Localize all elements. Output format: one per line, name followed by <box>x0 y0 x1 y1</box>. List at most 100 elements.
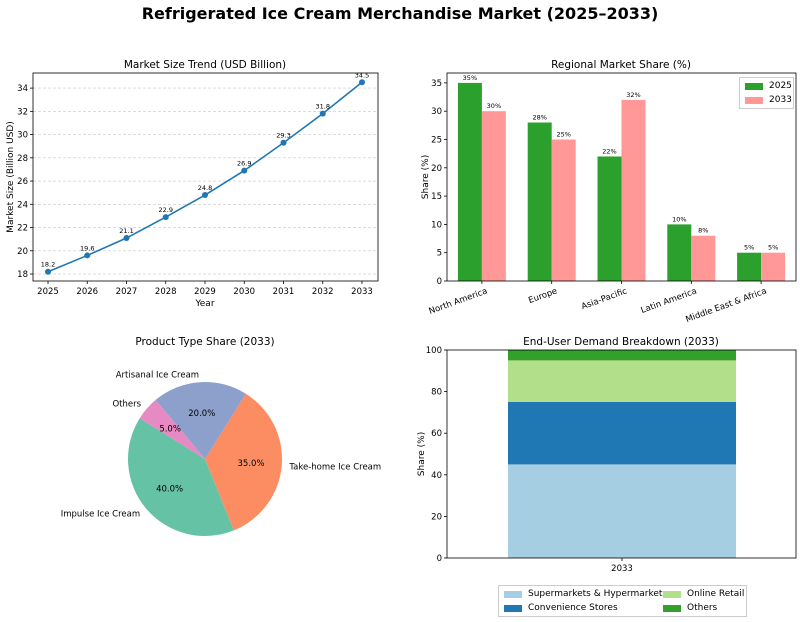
legend-label-others: Others <box>687 603 718 613</box>
pie-slice <box>205 393 282 531</box>
line-chart-y-label: Market Size (Billion USD) <box>6 121 16 233</box>
line-chart-x-ticks: 2025 2026 2027 2028 2029 2030 2031 2032 2033 <box>37 281 373 297</box>
legend-swatch-2025 <box>745 82 763 90</box>
line-chart-y-tick-label: 34 <box>17 84 28 94</box>
bar-chart-y-tick-label: 25 <box>431 136 442 146</box>
bar-value-label: 5% <box>768 244 778 252</box>
line-chart-points <box>45 79 365 275</box>
line-chart-x-tick-label: 2027 <box>116 287 138 297</box>
data-point-label: 21.1 <box>119 227 133 235</box>
bar-chart-y-tick-label: 20 <box>431 164 442 174</box>
bar-chart-legend: 2025 2033 <box>739 77 794 109</box>
bar-chart-y-tick-label: 30 <box>431 107 442 117</box>
bar-chart-x-ticks: North America Europe Asia-Pacific Latin Ame… <box>428 281 768 325</box>
pie-chart-slices <box>128 381 282 536</box>
line-chart-x-tick-label: 2033 <box>351 287 373 297</box>
line-chart-x-label: Year <box>194 299 214 309</box>
stacked-segment <box>508 360 736 402</box>
data-point <box>319 110 326 117</box>
stacked-bar-chart-end-user: End-User Demand Breakdown (2033) 0 20 40 60… <box>417 336 797 574</box>
bar-chart-bars <box>457 82 786 282</box>
bar-value-label: 5% <box>744 244 754 252</box>
bar-chart-y-tick-label: 10 <box>431 220 442 230</box>
figure-title: Refrigerated Ice Cream Merchandise Marke… <box>141 4 659 23</box>
stacked-segment <box>508 402 736 465</box>
data-point-label: 18.2 <box>41 261 55 269</box>
data-point <box>359 79 365 86</box>
line-chart-frame <box>32 72 379 282</box>
bar-2025 <box>457 82 482 282</box>
bar-value-label: 25% <box>556 131 570 139</box>
pie-slice-percent: 5.0% <box>159 425 181 435</box>
pie-slice <box>139 400 205 459</box>
stacked-chart-y-tick-label: 40 <box>431 471 442 481</box>
legend-item-supermarkets: Supermarkets & Hypermarkets <box>504 589 667 599</box>
line-chart-x-tick-label: 2026 <box>76 287 98 297</box>
data-point-label: 29.3 <box>276 132 290 140</box>
legend-item-2025: 2025 <box>745 81 792 91</box>
legend-item-others: Others <box>663 603 717 613</box>
data-point-label: 19.6 <box>80 244 94 252</box>
pie-slice-label: Artisanal Ice Cream <box>116 371 199 381</box>
bar-value-label: 30% <box>487 102 501 110</box>
legend-label-convenience: Convenience Stores <box>528 603 618 613</box>
data-point <box>162 214 169 221</box>
bar-value-label: 22% <box>602 147 616 155</box>
bar-chart-y-tick-label: 5 <box>437 249 442 259</box>
line-chart-y-tick-label: 22 <box>17 224 28 234</box>
legend-swatch-others <box>663 604 681 612</box>
market-size-line <box>47 81 363 273</box>
bar-chart-y-tick-label: 0 <box>437 277 442 287</box>
pie-slice-percent: 20.0% <box>188 409 215 419</box>
pie-slice <box>128 418 234 536</box>
bar-2025 <box>597 156 622 281</box>
data-point-label: 26.9 <box>237 160 251 168</box>
line-chart-x-tick-label: 2032 <box>312 287 334 297</box>
line-chart-market-size: Market Size Trend (USD Billion) 18 20 22 24… <box>6 59 379 309</box>
line-chart-y-tick-label: 24 <box>17 200 28 210</box>
bar-chart-y-label: Share (%) <box>421 155 431 199</box>
bar-chart-category-label: Europe <box>527 286 559 306</box>
legend-label-supermarkets: Supermarkets & Hypermarkets <box>528 589 668 599</box>
stacked-chart-category-label: 2033 <box>611 564 633 574</box>
line-chart-y-tick-label: 20 <box>17 247 28 257</box>
bar-2033 <box>691 235 716 281</box>
pie-chart-product-type: Product Type Share (2033) 40.0% Impulse I… <box>61 336 381 536</box>
bar-chart-y-tick-label: 15 <box>431 192 442 202</box>
pie-chart-labels: 40.0% Impulse Ice Cream 35.0% Take-home Ice… <box>61 371 381 520</box>
legend-item-online: Online Retail <box>663 589 744 599</box>
legend-item-2033: 2033 <box>745 95 792 105</box>
line-chart-x-tick-label: 2031 <box>273 287 295 297</box>
stacked-chart-y-tick-label: 20 <box>431 512 442 522</box>
data-point-label: 22.9 <box>159 206 173 214</box>
line-chart-y-tick-label: 18 <box>17 270 28 280</box>
line-chart-x-tick-label: 2030 <box>233 287 255 297</box>
legend-label-online: Online Retail <box>687 589 745 599</box>
pie-slice-label: Take-home Ice Cream <box>288 462 381 472</box>
bar-2025 <box>667 224 692 281</box>
bar-chart-data-labels: 35% 30% 28% 25% 22% 32% 10% 8% 5% 5% <box>463 74 779 252</box>
stacked-chart-title: End-User Demand Breakdown (2033) <box>523 336 719 348</box>
data-point-label: 34.5 <box>355 71 369 79</box>
bar-chart-y-tick-label: 35 <box>431 79 442 89</box>
legend-label-2025: 2025 <box>769 81 792 91</box>
bar-value-label: 10% <box>672 215 686 223</box>
line-chart-y-tick-label: 28 <box>17 154 28 164</box>
line-chart-x-tick-label: 2028 <box>155 287 177 297</box>
data-point <box>241 167 248 174</box>
line-chart-title: Market Size Trend (USD Billion) <box>124 59 286 71</box>
line-chart-y-tick-label: 26 <box>17 177 28 187</box>
legend-swatch-online <box>663 590 681 598</box>
data-point <box>45 268 51 275</box>
stacked-chart-y-tick-label: 60 <box>431 429 442 439</box>
legend-item-convenience: Convenience Stores <box>504 603 618 613</box>
stacked-chart-frame <box>446 349 797 559</box>
bar-value-label: 35% <box>463 74 477 82</box>
line-chart-y-tick-label: 32 <box>17 107 28 117</box>
stacked-chart-y-tick-label: 0 <box>437 554 442 564</box>
line-chart-y-tick-label: 30 <box>17 131 28 141</box>
stacked-segment <box>508 464 736 558</box>
stacked-chart-y-tick-label: 100 <box>426 346 442 356</box>
data-point <box>280 139 287 146</box>
